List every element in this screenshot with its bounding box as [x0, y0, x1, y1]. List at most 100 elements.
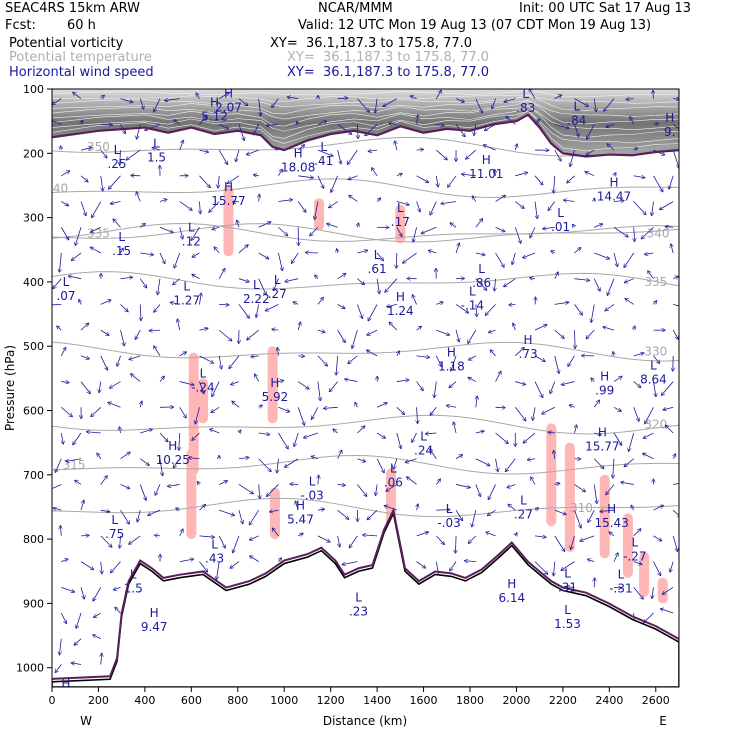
wind-vector — [137, 510, 141, 521]
wind-vector — [254, 124, 260, 134]
wind-vector — [210, 429, 220, 434]
wind-vector — [120, 484, 130, 488]
wind-vector — [337, 450, 342, 459]
wind-vector — [238, 484, 253, 493]
wind-vector — [59, 638, 61, 655]
wind-vector — [110, 381, 121, 388]
wind-vector — [672, 535, 677, 551]
terrain-surface — [52, 510, 679, 687]
wind-vector — [613, 226, 628, 237]
extremum-value: 15.43 — [594, 516, 628, 530]
wind-vector — [607, 278, 615, 295]
wind-vector — [363, 535, 378, 536]
wind-vector — [593, 400, 599, 408]
wind-vector — [486, 304, 496, 315]
x-tick-label: 1200 — [317, 694, 345, 707]
wind-vector — [515, 381, 525, 385]
wind-extremum: L-.27 — [623, 535, 646, 563]
wind-extremum: H14.47 — [597, 175, 631, 203]
wind-vector — [387, 304, 397, 306]
wind-vector — [385, 278, 398, 292]
extremum-kind: H — [607, 502, 616, 516]
extremum-value: .31 — [558, 580, 577, 594]
wind-vector — [197, 482, 199, 485]
wind-vector — [218, 93, 229, 99]
wind-vector — [212, 381, 220, 397]
wind-vector — [634, 227, 635, 241]
wind-vector — [230, 561, 240, 568]
wind-vector — [653, 355, 659, 363]
wind-vector — [61, 201, 68, 206]
wind-vector — [278, 226, 287, 235]
wind-vector — [79, 300, 81, 305]
wind-vector — [472, 196, 477, 202]
x-axis-label: Distance (km) — [323, 714, 407, 728]
wind-vector — [258, 278, 266, 295]
wind-vector — [653, 175, 662, 192]
theta-isoline — [52, 454, 679, 475]
wind-vector — [117, 355, 121, 366]
wind-vector — [278, 381, 283, 382]
wind-vector — [288, 97, 299, 99]
extremum-kind: L — [355, 591, 362, 605]
wind-vector — [55, 458, 62, 472]
wind-extremum: H11.01 — [469, 153, 503, 181]
stratosphere-contour — [52, 105, 679, 131]
wind-vector — [272, 528, 279, 537]
stratosphere-contour — [52, 110, 679, 144]
wind-vector — [101, 95, 104, 98]
wind-vector — [376, 252, 383, 260]
wind-vector — [631, 506, 633, 511]
wind-vector — [159, 432, 168, 442]
wind-extremum: H.73 — [519, 333, 538, 361]
wind-vector — [176, 508, 180, 510]
wind-vector — [100, 476, 107, 485]
wind-vector — [177, 319, 181, 331]
x-axis-left-end: W — [80, 714, 92, 728]
extremum-kind: L — [183, 279, 190, 293]
wind-vector — [574, 304, 583, 314]
wind-vector — [126, 149, 141, 160]
wind-vector — [60, 348, 65, 357]
wind-vector — [534, 536, 546, 537]
y-tick-label: 500 — [23, 340, 44, 353]
wind-vector — [562, 381, 575, 385]
wind-vector — [179, 141, 183, 151]
wind-extremum: H9.47 — [141, 606, 168, 634]
wind-vector — [139, 278, 146, 288]
wind-vector — [369, 150, 378, 151]
wind-vector — [100, 149, 107, 158]
wind-vector — [258, 222, 271, 228]
wind-vector — [179, 529, 183, 537]
wind-vector — [633, 587, 643, 599]
wind-vector — [475, 278, 487, 290]
wind-extremum: L.84 — [567, 99, 586, 127]
wind-vector — [158, 278, 161, 295]
wind-vector — [355, 403, 357, 408]
wind-vector — [513, 323, 515, 331]
wind-max-shading — [657, 577, 668, 604]
wind-vector — [466, 149, 477, 159]
wind-vector — [621, 482, 634, 485]
wind-max-shading — [267, 346, 278, 424]
wind-vector — [120, 452, 130, 460]
wind-vector — [76, 612, 82, 628]
wind-vector — [495, 432, 509, 443]
wind-vector — [317, 330, 325, 332]
extremum-kind: L — [374, 248, 381, 262]
wind-vector — [218, 175, 219, 188]
wind-vector — [278, 558, 281, 561]
wind-vector — [416, 381, 423, 391]
wind-vector — [218, 269, 225, 279]
wind-vector — [312, 456, 319, 458]
wind-vector — [455, 509, 462, 520]
wind-vector — [488, 484, 496, 499]
wind-vector — [236, 149, 240, 161]
extremum-kind: L — [618, 568, 625, 582]
wind-vector — [317, 298, 323, 305]
wind-vector — [580, 535, 595, 541]
wind-extremum: L1.53 — [554, 603, 581, 631]
wind-vector — [179, 432, 180, 450]
wind-extremum: L.86 — [472, 262, 491, 290]
wind-vector — [653, 535, 661, 541]
